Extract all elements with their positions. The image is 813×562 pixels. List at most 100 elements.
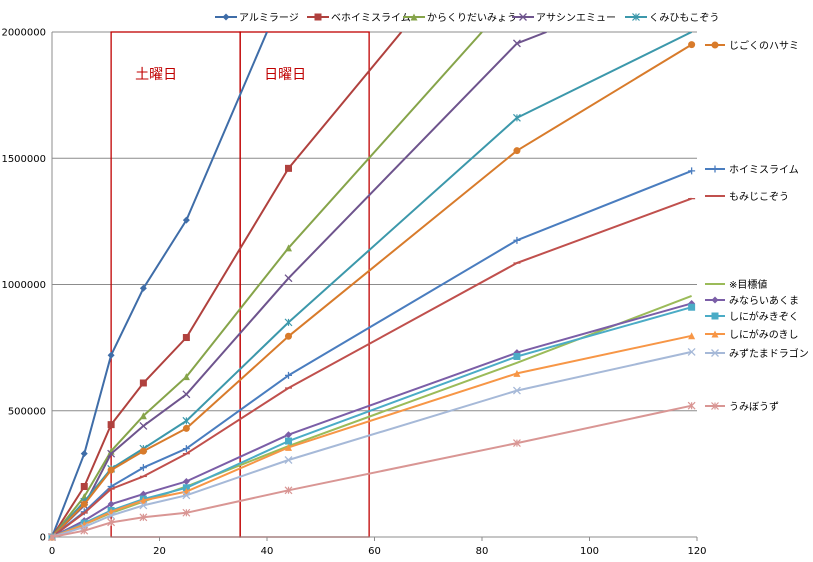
y-tick-label: 1000000 <box>1 280 46 291</box>
data-point <box>107 518 116 527</box>
x-tick-label: 0 <box>49 546 55 557</box>
data-point <box>139 496 147 504</box>
legend-label: もみじこぞう <box>729 191 789 203</box>
legend-item-top: からくりだいみょう <box>403 12 517 24</box>
data-point <box>513 147 521 155</box>
data-point <box>80 500 88 508</box>
data-point <box>107 351 115 359</box>
legend-item-top: アルミラージ <box>215 12 299 24</box>
data-point <box>182 373 190 381</box>
series-もみじこぞう <box>48 197 696 538</box>
data-point <box>182 445 190 453</box>
data-point <box>80 526 89 535</box>
data-point <box>182 216 190 224</box>
legend-marker <box>711 165 719 173</box>
data-point <box>139 447 147 455</box>
data-point <box>688 167 696 175</box>
data-point <box>285 164 292 172</box>
legend-marker <box>222 13 230 21</box>
series-うみぼうず <box>48 401 696 541</box>
legend-item-right: しにがみのきし <box>705 328 799 341</box>
y-tick-label: 1500000 <box>1 154 46 165</box>
legend-marker <box>711 330 719 338</box>
data-point <box>80 450 88 458</box>
series-line <box>51 404 692 538</box>
y-tick-label: 2000000 <box>1 28 46 39</box>
legend-marker <box>711 402 719 410</box>
data-point <box>285 332 292 340</box>
data-point <box>107 466 115 474</box>
legend-marker <box>711 312 719 320</box>
data-point <box>513 369 521 377</box>
data-point <box>512 39 521 48</box>
data-point <box>182 491 191 500</box>
series-line <box>51 197 692 538</box>
legend-marker <box>711 41 719 49</box>
legend-marker <box>314 13 322 21</box>
data-point <box>107 511 116 520</box>
legend-label: ベホイミスライム <box>331 12 411 24</box>
data-point <box>139 501 148 510</box>
data-point <box>139 513 148 522</box>
data-point <box>107 421 115 429</box>
series-line <box>51 294 692 538</box>
legend-label: くみひもこぞう <box>649 12 719 24</box>
data-point <box>512 386 521 395</box>
data-point <box>513 439 521 447</box>
data-point <box>284 274 293 283</box>
legend-label: じごくのハサミ <box>729 39 799 52</box>
legend-label: からくりだいみょう <box>427 12 517 24</box>
data-point <box>513 352 521 360</box>
series-line <box>51 32 268 538</box>
legend-item-right: しにがみきぞく <box>705 310 799 323</box>
data-point <box>284 318 293 327</box>
legend-item-right: ホイミスライム <box>705 164 799 176</box>
data-point <box>107 500 115 508</box>
legend-item-right: みならいあくま <box>705 295 799 307</box>
data-point <box>285 371 292 379</box>
legend-item-right: みずたまドラゴン <box>705 347 809 360</box>
legend-item-right: もみじこぞう <box>705 191 789 203</box>
legend-label: うみぼうず <box>729 401 779 413</box>
data-point <box>182 424 190 432</box>
data-point <box>285 437 292 445</box>
x-tick-label: 60 <box>368 546 381 557</box>
series-line <box>51 350 692 538</box>
data-point <box>182 477 190 485</box>
data-point <box>285 244 292 252</box>
series-line <box>51 334 692 538</box>
gridlines <box>52 31 697 412</box>
data-point <box>284 456 293 464</box>
data-point <box>687 347 696 356</box>
legend-item-top: くみひもこぞう <box>625 12 719 24</box>
series-line <box>51 43 693 538</box>
series-みずたまドラゴン <box>48 347 696 541</box>
data-point <box>139 284 147 292</box>
data-point <box>182 334 190 342</box>
data-point <box>182 390 191 399</box>
x-tick-label: 80 <box>476 546 489 557</box>
data-point <box>285 431 292 439</box>
series-lines <box>48 32 696 541</box>
legend-label: しにがみのきし <box>729 328 799 341</box>
data-point <box>513 113 521 122</box>
data-point <box>139 421 148 430</box>
x-tick-label: 100 <box>580 546 599 557</box>
data-point <box>139 464 147 472</box>
legend-item-right: じごくのハサミ <box>705 39 799 52</box>
series-しにがみのきし <box>48 332 696 541</box>
series-line <box>51 169 692 538</box>
data-point <box>285 443 292 451</box>
x-tick-label: 40 <box>261 546 274 557</box>
legend-item-top: アサシンエミュー <box>512 12 616 24</box>
legend-label: アサシンエミュー <box>536 12 616 24</box>
legend-marker <box>711 296 719 304</box>
data-point <box>48 533 56 541</box>
data-point <box>284 486 293 495</box>
annotation-label: 日曜日 <box>264 67 306 83</box>
data-point <box>513 236 521 244</box>
data-point <box>80 483 88 490</box>
series-※目標値 <box>51 294 692 538</box>
